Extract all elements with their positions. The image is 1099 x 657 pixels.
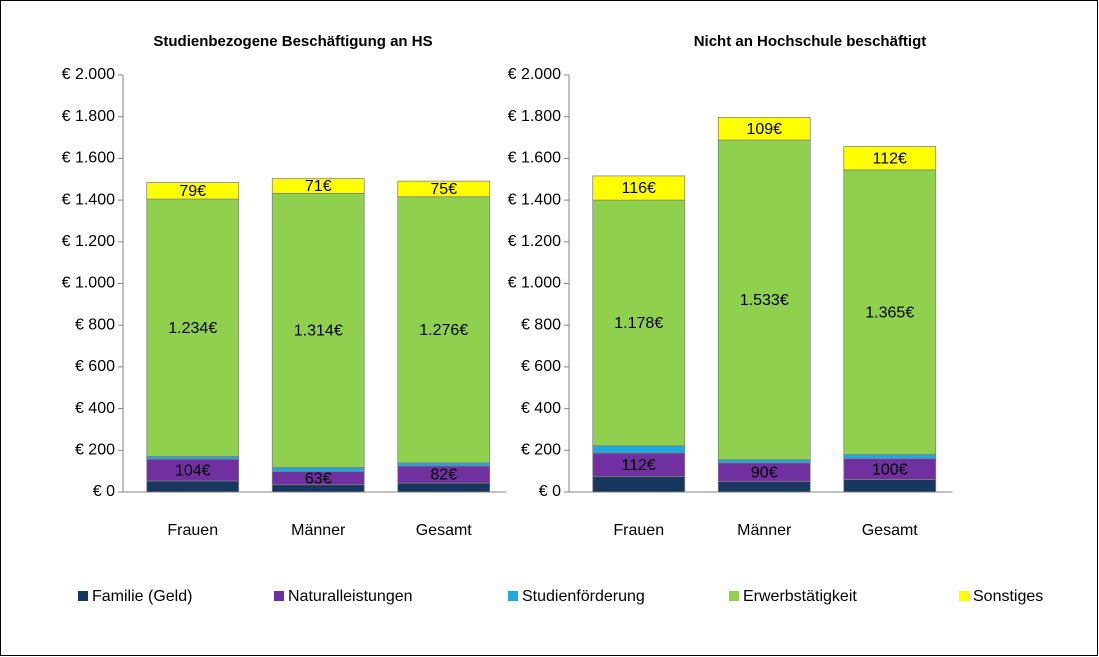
bar-segment	[397, 196, 491, 464]
y-tick-label: € 1.200	[508, 233, 561, 250]
legend-label: Naturalleistungen	[288, 588, 413, 605]
y-tick-label: € 1.000	[508, 275, 561, 292]
y-tick-label: € 1.600	[508, 150, 561, 167]
x-tick-label: Männer	[291, 522, 346, 539]
chart-title: Nicht an Hochschule beschäftigt	[694, 33, 927, 50]
legend-swatch	[78, 591, 88, 601]
data-label: 1.314€	[294, 323, 343, 340]
bar-segment	[592, 199, 686, 447]
y-tick-label: € 600	[75, 358, 115, 375]
data-label: 1.234€	[168, 320, 217, 337]
x-tick-label: Männer	[737, 522, 792, 539]
bar-segment	[592, 475, 686, 493]
bar-segment	[843, 146, 937, 171]
legend-swatch	[274, 591, 284, 601]
legend-swatch	[508, 591, 518, 601]
data-label: 100€	[872, 461, 908, 478]
bar-segment	[717, 481, 811, 493]
bar-segment	[146, 480, 240, 493]
bar-segment	[843, 454, 937, 460]
bar-segment	[271, 467, 365, 472]
bar-segment	[592, 445, 686, 454]
data-label: 104€	[175, 462, 211, 479]
data-label: 79€	[179, 183, 206, 200]
data-label: 71€	[305, 178, 332, 195]
chart-title: Studienbezogene Beschäftigung an HS	[153, 33, 432, 50]
data-label: 63€	[305, 470, 332, 487]
legend-label: Familie (Geld)	[92, 588, 192, 605]
data-label: 1.533€	[740, 292, 789, 309]
y-tick-label: € 800	[521, 316, 561, 333]
x-tick-label: Gesamt	[416, 522, 473, 539]
y-tick-label: € 400	[521, 400, 561, 417]
bar-segment	[146, 455, 240, 460]
x-tick-label: Frauen	[167, 522, 218, 539]
bar-segment	[717, 116, 811, 141]
y-tick-label: € 400	[75, 400, 115, 417]
y-tick-label: € 1.800	[508, 108, 561, 125]
bar-segment	[397, 180, 491, 198]
legend-swatch	[729, 591, 739, 601]
data-label: 90€	[751, 464, 778, 481]
bar-segment	[843, 479, 937, 493]
bar-segment	[843, 169, 937, 455]
bar-segment	[717, 139, 811, 461]
legend-swatch	[959, 591, 969, 601]
data-label: 112€	[622, 457, 657, 474]
y-tick-label: € 2.000	[508, 66, 561, 83]
bar-segment	[271, 193, 365, 468]
y-tick-label: € 2.000	[62, 66, 115, 83]
legend-label: Studienförderung	[522, 588, 645, 605]
legend-label: Sonstiges	[973, 588, 1043, 605]
data-label: 75€	[430, 181, 457, 198]
x-tick-label: Frauen	[613, 522, 664, 539]
bar-segment	[397, 482, 491, 493]
y-tick-label: € 1.200	[62, 233, 115, 250]
y-tick-label: € 1.000	[62, 275, 115, 292]
bar-segment	[397, 462, 491, 467]
data-label: 112€	[873, 150, 908, 167]
data-label: 116€	[622, 180, 657, 197]
data-label: 82€	[430, 467, 457, 484]
y-tick-label: € 1.400	[62, 191, 115, 208]
y-tick-label: € 800	[75, 316, 115, 333]
bar-segment	[717, 459, 811, 464]
legend-label: Erwerbstätigkeit	[743, 588, 857, 605]
y-tick-label: € 200	[75, 442, 115, 459]
bar-segment	[592, 175, 686, 201]
bar-segment	[146, 182, 240, 200]
data-label: 1.276€	[419, 322, 468, 339]
y-tick-label: € 600	[521, 358, 561, 375]
y-tick-label: € 1.400	[508, 191, 561, 208]
data-label: 109€	[746, 121, 782, 138]
y-tick-label: € 1.600	[62, 150, 115, 167]
bar-segment	[146, 198, 240, 457]
y-tick-label: € 0	[93, 483, 115, 500]
data-label: 1.365€	[865, 304, 914, 321]
bar-segment	[271, 178, 365, 194]
data-label: 1.178€	[614, 315, 663, 332]
x-tick-label: Gesamt	[862, 522, 919, 539]
y-tick-label: € 1.800	[62, 108, 115, 125]
y-tick-label: € 0	[539, 483, 561, 500]
y-tick-label: € 200	[521, 442, 561, 459]
